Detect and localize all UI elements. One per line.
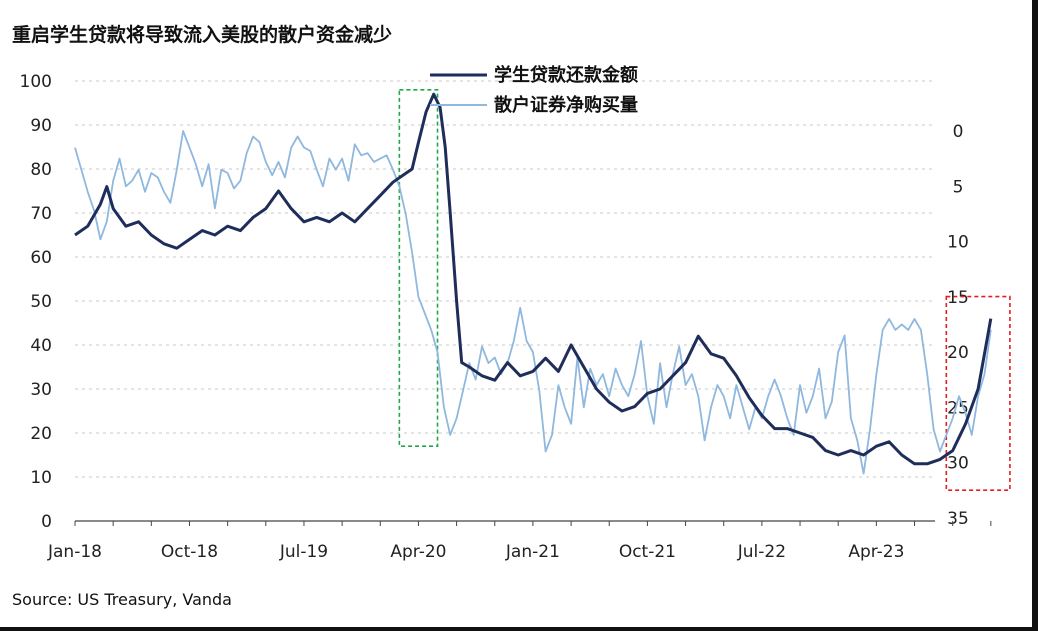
left-tick-label: 30 xyxy=(30,380,52,400)
x-tick-label: Jan-21 xyxy=(505,542,560,562)
right-tick-label: 30 xyxy=(947,454,969,474)
right-tick-label: 35 xyxy=(947,509,969,529)
left-tick-label: 40 xyxy=(30,336,52,356)
right-tick-label: 10 xyxy=(947,233,969,253)
x-tick-label: Jul-22 xyxy=(737,542,786,562)
chart-title: 重启学生贷款将导致流入美股的散户资金减少 xyxy=(12,24,393,46)
source-note: Source: US Treasury, Vanda xyxy=(12,590,232,609)
legend-label-student-loan: 学生贷款还款金额 xyxy=(494,64,638,86)
right-tick-label: 5 xyxy=(953,177,964,197)
right-tick-label: 0 xyxy=(953,122,964,142)
series-line-retail-net-buy xyxy=(74,130,992,475)
left-tick-label: 80 xyxy=(30,160,52,180)
x-tick-label: Oct-21 xyxy=(619,542,676,562)
left-tick-label: 60 xyxy=(30,248,52,268)
left-tick-label: 0 xyxy=(41,512,52,532)
left-tick-label: 10 xyxy=(30,468,52,488)
right-tick-label: 25 xyxy=(947,398,969,418)
left-tick-label: 70 xyxy=(30,204,52,224)
left-tick-label: 100 xyxy=(20,72,52,92)
legend-label-retail-net-buy: 散户证券净购买量 xyxy=(494,94,638,116)
left-tick-label: 20 xyxy=(30,424,52,444)
x-tick-label: Apr-23 xyxy=(848,542,904,562)
right-tick-label: 15 xyxy=(947,288,969,308)
left-tick-label: 90 xyxy=(30,116,52,136)
x-tick-label: Jan-18 xyxy=(47,542,102,562)
x-tick-label: Oct-18 xyxy=(161,542,218,562)
x-tick-label: Jul-19 xyxy=(279,542,328,562)
right-tick-label: 20 xyxy=(947,343,969,363)
x-tick-label: Apr-20 xyxy=(390,542,446,562)
left-tick-label: 50 xyxy=(30,292,52,312)
highlight-box xyxy=(945,295,1011,492)
highlight-box xyxy=(398,89,439,447)
series-line-student-loan xyxy=(74,92,993,466)
